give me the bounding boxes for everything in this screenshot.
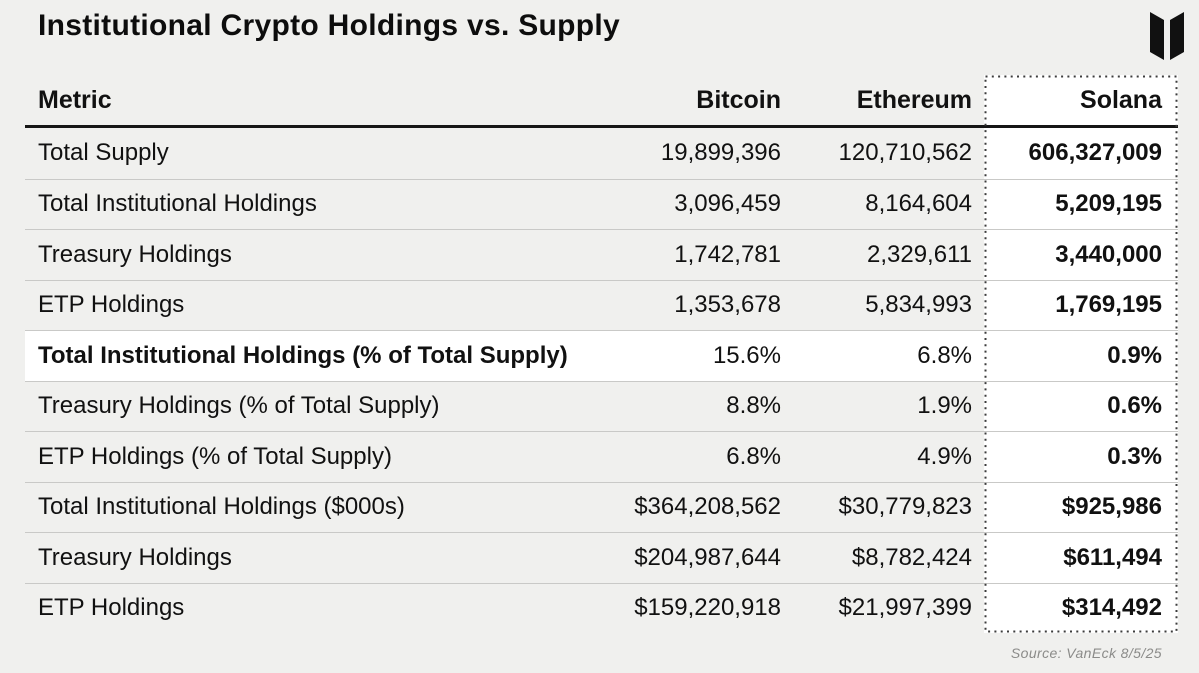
solana-value: 0.6% [984, 381, 1178, 431]
table-row: Total Institutional Holdings 3,096,459 8… [25, 178, 1178, 229]
table-row: ETP Holdings $159,220,918 $21,997,399 $3… [25, 582, 1178, 633]
column-header-metric: Metric [38, 85, 112, 114]
solana-value: $611,494 [984, 533, 1178, 583]
bitcoin-value: 6.8% [726, 442, 781, 470]
metric-label: Treasury Holdings [38, 240, 232, 268]
bitcoin-value: 1,742,781 [674, 240, 781, 268]
ethereum-value: 5,834,993 [865, 291, 972, 319]
solana-value: 3,440,000 [984, 230, 1178, 280]
ethereum-value: 120,710,562 [838, 139, 972, 167]
page-title: Institutional Crypto Holdings vs. Supply [38, 9, 621, 42]
bitcoin-value: 3,096,459 [674, 190, 781, 218]
solana-value: 0.3% [984, 432, 1178, 482]
metric-label: Treasury Holdings [38, 543, 232, 571]
vaneck-logo-icon [1150, 12, 1184, 60]
metric-label: Total Institutional Holdings ($000s) [38, 493, 405, 521]
table-header-row: Metric Bitcoin Ethereum Solana [25, 75, 1178, 128]
ethereum-value: $21,997,399 [838, 594, 972, 622]
table-row: Treasury Holdings 1,742,781 2,329,611 3,… [25, 229, 1178, 280]
bitcoin-value: 1,353,678 [674, 291, 781, 319]
ethereum-value: 2,329,611 [867, 240, 972, 268]
ethereum-value: $8,782,424 [851, 543, 972, 571]
column-header-ethereum: Ethereum [856, 85, 972, 114]
metric-label: Total Institutional Holdings [38, 190, 317, 218]
solana-value: $925,986 [984, 482, 1178, 532]
metric-label: ETP Holdings (% of Total Supply) [38, 442, 392, 470]
solana-value: 5,209,195 [984, 179, 1178, 229]
holdings-table: Metric Bitcoin Ethereum Solana Total Sup… [25, 75, 1178, 633]
metric-label: Total Supply [38, 139, 169, 167]
table-row: Total Institutional Holdings ($000s) $36… [25, 481, 1178, 532]
ethereum-value: 1.9% [917, 392, 972, 420]
bitcoin-value: $204,987,644 [634, 543, 781, 571]
bitcoin-value: $364,208,562 [634, 493, 781, 521]
ethereum-value: $30,779,823 [838, 493, 972, 521]
table-row: Total Supply 19,899,396 120,710,562 606,… [25, 128, 1178, 179]
solana-value: $314,492 [984, 583, 1178, 633]
table-row-highlighted: Total Institutional Holdings (% of Total… [25, 330, 1178, 381]
table-row: ETP Holdings 1,353,678 5,834,993 1,769,1… [25, 279, 1178, 330]
metric-label: ETP Holdings [38, 594, 185, 622]
table-row: Treasury Holdings $204,987,644 $8,782,42… [25, 532, 1178, 583]
table-row: Treasury Holdings (% of Total Supply) 8.… [25, 380, 1178, 431]
solana-value: 1,769,195 [984, 280, 1178, 330]
bitcoin-value: $159,220,918 [634, 594, 781, 622]
metric-label: Total Institutional Holdings (% of Total… [38, 341, 568, 369]
bitcoin-value: 8.8% [726, 392, 781, 420]
solana-value: 0.9% [984, 331, 1178, 381]
metric-label: ETP Holdings [38, 291, 185, 319]
solana-value: 606,327,009 [984, 128, 1178, 179]
ethereum-value: 8,164,604 [865, 190, 972, 218]
metric-label: Treasury Holdings (% of Total Supply) [38, 392, 440, 420]
ethereum-value: 6.8% [917, 341, 972, 369]
column-header-solana: Solana [984, 75, 1178, 125]
source-note: Source: VanEck 8/5/25 [1010, 645, 1162, 661]
column-header-bitcoin: Bitcoin [696, 85, 781, 114]
ethereum-value: 4.9% [917, 442, 972, 470]
bitcoin-value: 19,899,396 [660, 139, 781, 167]
table-row: ETP Holdings (% of Total Supply) 6.8% 4.… [25, 431, 1178, 482]
bitcoin-value: 15.6% [712, 341, 781, 369]
